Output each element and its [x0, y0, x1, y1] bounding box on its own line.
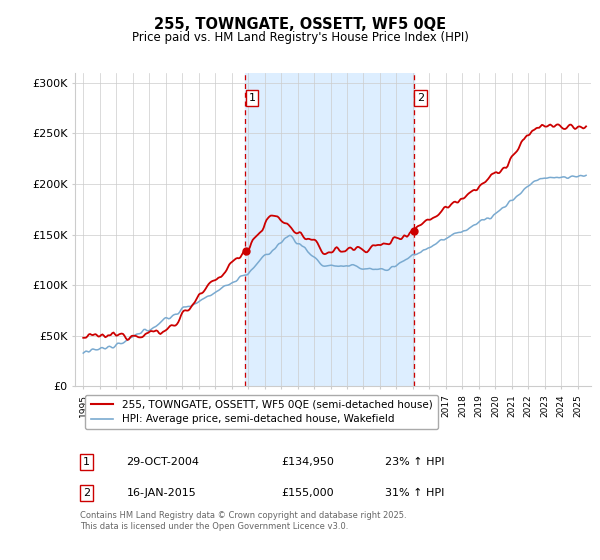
Text: 23% ↑ HPI: 23% ↑ HPI — [385, 457, 444, 467]
Text: 31% ↑ HPI: 31% ↑ HPI — [385, 488, 444, 498]
Text: Price paid vs. HM Land Registry's House Price Index (HPI): Price paid vs. HM Land Registry's House … — [131, 31, 469, 44]
Text: 2: 2 — [83, 488, 90, 498]
Legend: 255, TOWNGATE, OSSETT, WF5 0QE (semi-detached house), HPI: Average price, semi-d: 255, TOWNGATE, OSSETT, WF5 0QE (semi-det… — [85, 395, 438, 430]
Text: 16-JAN-2015: 16-JAN-2015 — [127, 488, 196, 498]
Text: £155,000: £155,000 — [281, 488, 334, 498]
Text: 1: 1 — [83, 457, 90, 467]
Text: Contains HM Land Registry data © Crown copyright and database right 2025.
This d: Contains HM Land Registry data © Crown c… — [80, 511, 407, 530]
Bar — [245, 73, 413, 386]
Text: 2: 2 — [417, 93, 424, 103]
Text: 29-OCT-2004: 29-OCT-2004 — [127, 457, 200, 467]
Text: 1: 1 — [248, 93, 256, 103]
Text: £134,950: £134,950 — [281, 457, 334, 467]
Text: 255, TOWNGATE, OSSETT, WF5 0QE: 255, TOWNGATE, OSSETT, WF5 0QE — [154, 17, 446, 32]
